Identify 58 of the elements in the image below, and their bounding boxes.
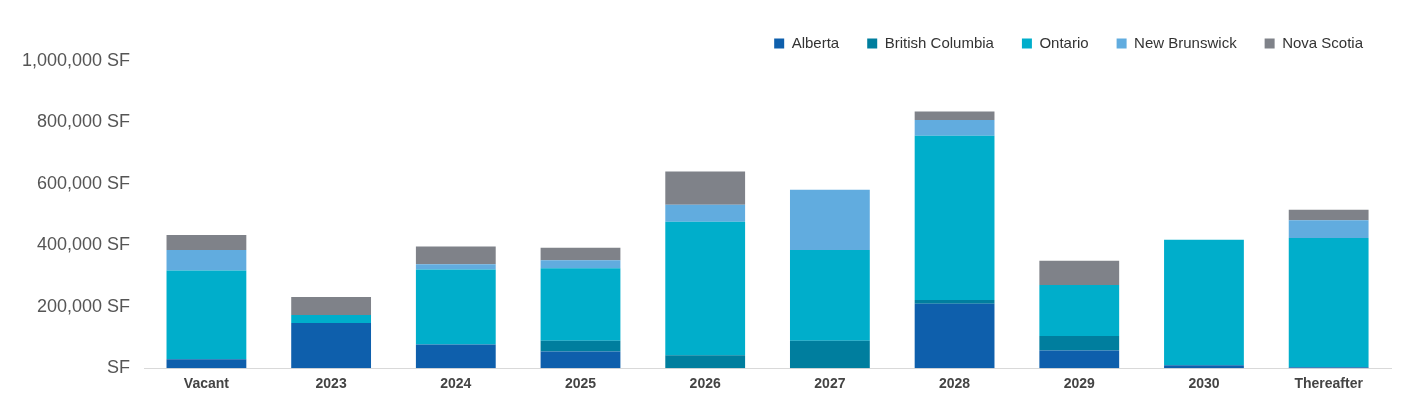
bar [789, 340, 870, 369]
bar [1039, 260, 1120, 285]
legend-label: Ontario [1039, 33, 1089, 51]
bar [291, 296, 372, 316]
bar [665, 355, 746, 369]
bar [789, 249, 870, 341]
x-tick-label: Vacant [183, 375, 230, 392]
bar [540, 260, 621, 269]
bar [540, 268, 621, 341]
bar [1039, 350, 1120, 369]
y-tick-label: SF [107, 357, 131, 378]
bar [540, 351, 621, 369]
y-tick-label: 200,000 SF [37, 295, 131, 316]
x-tick-label: 2025 [564, 375, 597, 392]
bar [1288, 237, 1369, 368]
bar [166, 234, 247, 250]
x-tick-label: 2026 [689, 375, 721, 392]
bar [291, 323, 372, 369]
bar [415, 269, 496, 345]
x-tick-label: 2028 [939, 375, 971, 392]
bar [914, 119, 995, 136]
bar [665, 171, 746, 205]
y-tick-label: 800,000 SF [37, 111, 131, 132]
y-tick-label: 1,000,000 SF [21, 49, 131, 70]
x-tick-label: 2029 [1063, 375, 1096, 392]
bar [1039, 284, 1120, 336]
bar [166, 270, 247, 360]
bar [415, 264, 496, 270]
bar [665, 204, 746, 222]
bar [415, 246, 496, 265]
bar [540, 340, 621, 352]
bar [914, 135, 995, 300]
bar [1164, 239, 1244, 366]
bar [1039, 335, 1120, 351]
bar [1288, 220, 1369, 238]
legend-label: British Columbia [884, 33, 995, 51]
x-tick-label: 2024 [440, 375, 472, 392]
y-tick-label: 400,000 SF [37, 234, 131, 255]
x-tick-label: Thereafter [1294, 375, 1364, 392]
bar [166, 359, 247, 369]
bar [1288, 209, 1369, 221]
bar [1164, 365, 1244, 369]
x-tick-label: 2027 [814, 375, 846, 392]
bar [415, 344, 496, 369]
legend-label: Alberta [791, 33, 840, 51]
x-tick-label: 2030 [1188, 375, 1220, 392]
y-tick-label: 600,000 SF [37, 172, 131, 193]
bar [914, 111, 995, 120]
x-tick-label: 2023 [315, 375, 347, 392]
bar [665, 221, 746, 356]
bar [166, 249, 247, 271]
bar [789, 189, 870, 250]
bar [540, 247, 621, 261]
bar [914, 300, 995, 304]
legend-label: New Brunswick [1134, 33, 1238, 51]
bar [291, 315, 372, 324]
legend-label: Nova Scotia [1282, 33, 1364, 51]
bar [914, 303, 995, 369]
